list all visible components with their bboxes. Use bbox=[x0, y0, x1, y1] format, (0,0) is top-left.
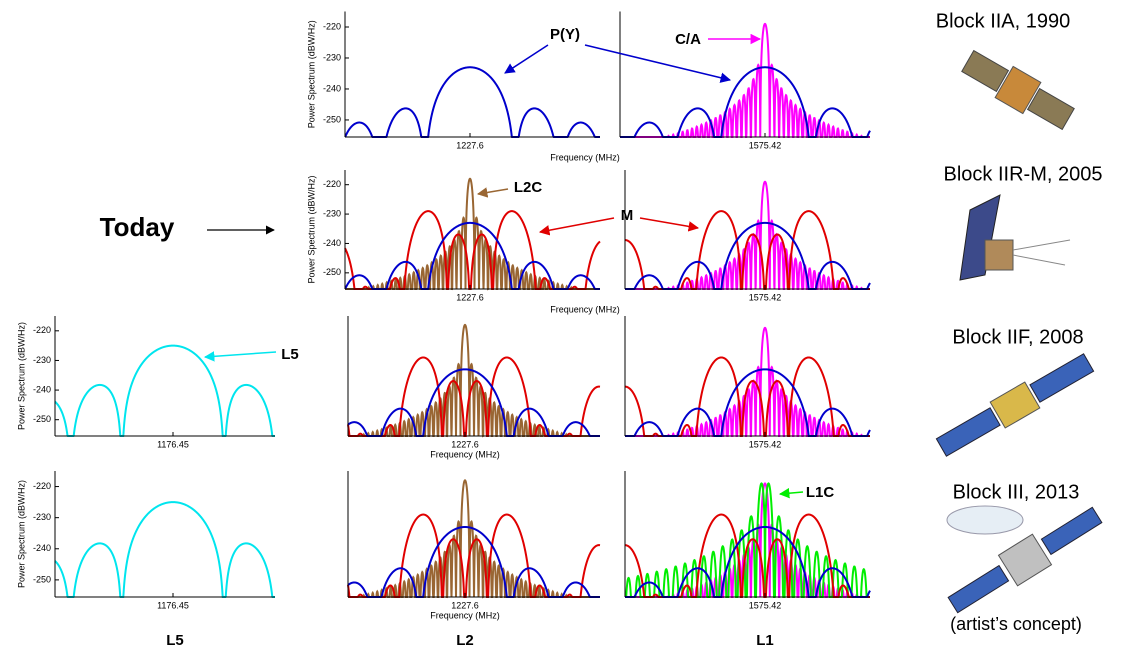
spectrum-l2c bbox=[348, 479, 600, 599]
column-label: L2 bbox=[456, 632, 474, 649]
satellite-label: Block III, 2013 bbox=[953, 481, 1080, 503]
y-axis-label: Power Spectrum (dBW/Hz) bbox=[16, 322, 26, 430]
y-tick-label: -230 bbox=[323, 52, 341, 62]
y-tick-label: -240 bbox=[33, 543, 51, 553]
x-tick-label: 1176.45 bbox=[157, 439, 189, 449]
x-tick-label: 1575.42 bbox=[749, 292, 782, 302]
arrow bbox=[203, 351, 277, 362]
spectrum-l1c bbox=[625, 482, 870, 598]
y-tick-label: -240 bbox=[323, 83, 341, 93]
x-tick-label: 1575.42 bbox=[749, 600, 782, 610]
spectrum-py bbox=[344, 66, 600, 138]
y-axis-label: Power Spectrum (dBW/Hz) bbox=[306, 175, 316, 283]
callout-py: P(Y) bbox=[550, 26, 580, 43]
y-tick-label: -230 bbox=[323, 208, 341, 218]
y-tick-label: -220 bbox=[33, 481, 51, 491]
x-tick-label: 1575.42 bbox=[749, 439, 782, 449]
x-axis-label: Frequency (MHz) bbox=[550, 152, 620, 162]
arrow bbox=[504, 44, 549, 74]
y-axis-label: Power Spectrum (dBW/Hz) bbox=[16, 480, 26, 588]
arrow bbox=[778, 487, 804, 499]
callout-ca: C/A bbox=[675, 31, 701, 48]
arrow bbox=[476, 187, 509, 198]
x-tick-label: 1176.45 bbox=[157, 600, 189, 610]
satellite-image bbox=[959, 194, 1071, 281]
x-tick-label: 1227.6 bbox=[456, 292, 484, 302]
x-tick-label: 1227.6 bbox=[456, 140, 484, 150]
column-label: L5 bbox=[166, 632, 184, 649]
arrow bbox=[584, 44, 732, 83]
today-label: Today bbox=[100, 212, 175, 242]
arrow bbox=[639, 217, 700, 232]
y-tick-label: -250 bbox=[323, 114, 341, 124]
satellite-label: Block IIR-M, 2005 bbox=[944, 163, 1103, 185]
x-tick-label: 1227.6 bbox=[451, 600, 479, 610]
spectrum-l5 bbox=[54, 344, 275, 437]
x-tick-label: 1227.6 bbox=[451, 439, 479, 449]
plots: 1227.6 -220 -230 -240 -250 Power Spectrum (dB… bbox=[16, 11, 871, 620]
y-tick-label: -240 bbox=[33, 384, 51, 394]
y-tick-label: -230 bbox=[33, 355, 51, 365]
satellite-image bbox=[935, 353, 1095, 457]
spectrum-py bbox=[620, 66, 871, 138]
callout-l1c: L1C bbox=[806, 484, 835, 501]
x-tick-label: 1575.42 bbox=[749, 140, 782, 150]
y-tick-label: -230 bbox=[33, 512, 51, 522]
y-tick-label: -240 bbox=[323, 238, 341, 248]
callout-l5: L5 bbox=[281, 346, 299, 363]
callout-m: M bbox=[621, 207, 634, 224]
y-tick-label: -250 bbox=[33, 414, 51, 424]
y-tick-label: -220 bbox=[323, 21, 341, 31]
spectrum-ca bbox=[620, 22, 870, 138]
note: (artist’s concept) bbox=[950, 614, 1082, 634]
satellite-image bbox=[946, 505, 1103, 614]
satellite-label: Block IIA, 1990 bbox=[936, 10, 1071, 32]
satellite-label: Block IIF, 2008 bbox=[952, 326, 1083, 348]
spectrum-l2c bbox=[348, 323, 600, 438]
y-axis-label: Power Spectrum (dBW/Hz) bbox=[306, 20, 316, 128]
y-tick-label: -250 bbox=[33, 574, 51, 584]
y-tick-label: -220 bbox=[323, 179, 341, 189]
x-axis-label: Frequency (MHz) bbox=[430, 610, 500, 620]
y-tick-label: -250 bbox=[323, 267, 341, 277]
column-label: L1 bbox=[756, 632, 774, 649]
y-tick-label: -220 bbox=[33, 325, 51, 335]
x-axis-label: Frequency (MHz) bbox=[550, 304, 620, 314]
x-axis-label: Frequency (MHz) bbox=[430, 449, 500, 459]
arrow bbox=[538, 217, 615, 236]
callout-l2c: L2C bbox=[514, 179, 543, 196]
satellite-image bbox=[961, 49, 1075, 131]
spectrum-l5 bbox=[54, 501, 275, 598]
